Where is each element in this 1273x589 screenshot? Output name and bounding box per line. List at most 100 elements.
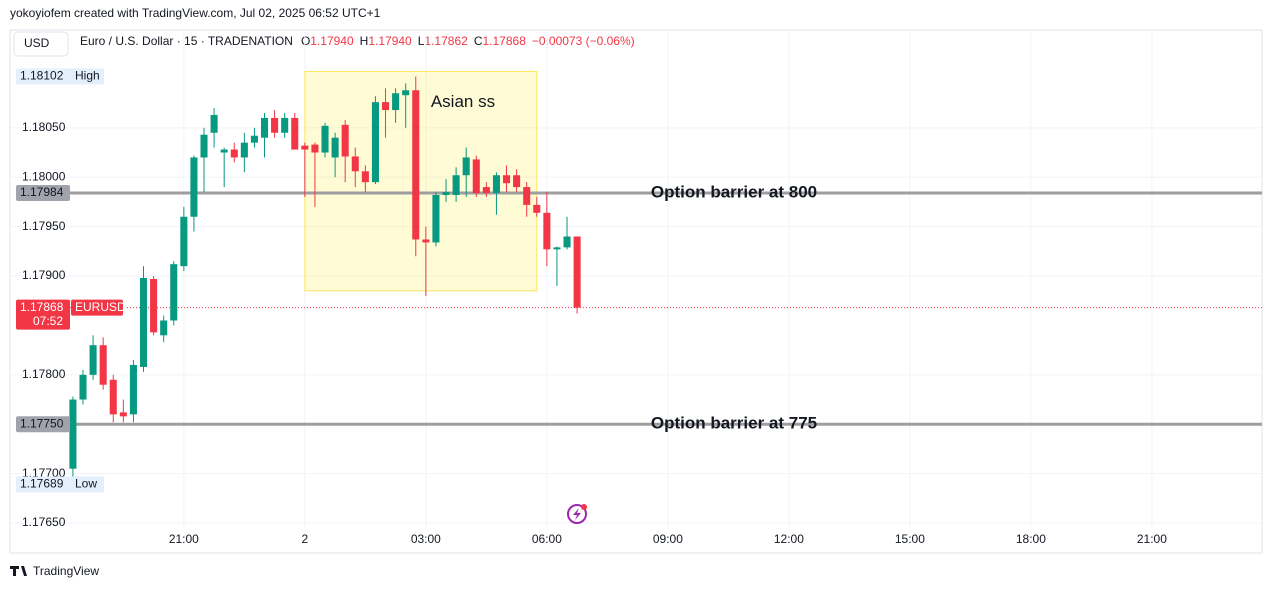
y-tick-label: 1.17700 (22, 466, 66, 480)
candle-body (553, 247, 561, 250)
session-box (304, 70, 538, 292)
candle-body (200, 134, 208, 158)
change: −0.00073 (−0.06%) (532, 34, 635, 48)
price-tag: Low (75, 477, 97, 491)
x-tick-label: 21:00 (169, 532, 199, 546)
candle-body (170, 264, 178, 321)
barrier-text: Option barrier at 800 (651, 183, 817, 202)
candle-body (210, 114, 218, 133)
ohlc-value: 1.17868 (482, 34, 526, 48)
candle-body (381, 102, 390, 111)
candle-body (321, 125, 329, 153)
candle-body (291, 117, 299, 150)
candle-body (442, 192, 450, 196)
x-tick-label: 21:00 (1137, 532, 1167, 546)
candle-body (190, 157, 198, 217)
candle-body (523, 187, 531, 205)
candle-body (99, 345, 107, 385)
barrier-label-bg (16, 185, 70, 202)
candle-body (301, 145, 309, 150)
candle-body (432, 195, 440, 243)
last-price-bg (16, 299, 70, 330)
barrier-label: 1.17984 (20, 185, 64, 199)
candle-body (250, 135, 258, 143)
x-tick-label: 12:00 (774, 532, 804, 546)
credit: yokoyiofem created with TradingView.com,… (10, 6, 381, 20)
ohlc-key: H (360, 34, 369, 48)
candle-body (260, 117, 269, 138)
y-tick-label: 1.17900 (22, 268, 66, 282)
barrier-text: Option barrier at 775 (651, 414, 817, 433)
candle-body (452, 175, 460, 196)
candle-body (150, 278, 158, 333)
barrier-label-bg (16, 416, 70, 433)
candle-body (311, 144, 319, 153)
price-label: 1.18102 (20, 69, 64, 83)
x-tick-label: 2 (302, 532, 309, 546)
candle-body (341, 124, 349, 157)
candle-body (271, 117, 279, 133)
candle-body (462, 157, 470, 176)
candle-body (422, 239, 430, 243)
candle-body (563, 236, 571, 248)
chart-frame (9, 29, 1263, 554)
candle-body (361, 171, 369, 183)
currency-button[interactable] (13, 31, 69, 57)
x-tick-label: 06:00 (532, 532, 562, 546)
barrier-label: 1.17750 (20, 416, 64, 430)
candle-body (502, 175, 511, 184)
candle-body (160, 320, 168, 336)
candle-body (240, 142, 248, 158)
candle-body (492, 175, 500, 194)
symbol: Euro / U.S. Dollar · 15 · TRADENATION (80, 34, 293, 48)
y-tick-label: 1.18000 (22, 169, 66, 183)
x-tick-label: 03:00 (411, 532, 441, 546)
ohlc-key: O (301, 34, 310, 48)
candle-body (129, 364, 137, 415)
candle-body (472, 159, 480, 194)
countdown: 07:52 (33, 314, 63, 328)
y-tick-label: 1.18050 (22, 120, 66, 134)
last-price-tag: EURUSD (75, 300, 126, 314)
candle-body (139, 278, 148, 367)
ohlc-value: 1.17862 (424, 34, 468, 48)
candle-body (573, 236, 581, 308)
candle-body (392, 93, 400, 111)
candle-body (281, 117, 289, 133)
candle-body (351, 156, 359, 172)
price-label-bg (16, 68, 104, 85)
y-tick-label: 1.17650 (22, 515, 66, 529)
alert-bolt (573, 508, 581, 520)
ohlc-key: L (418, 34, 425, 48)
brand: TradingView (33, 564, 99, 578)
candle-body (533, 204, 541, 213)
alert-dot (581, 504, 587, 510)
x-tick-label: 18:00 (1016, 532, 1046, 546)
candle-body (331, 137, 339, 158)
box-text: Asian ss (431, 92, 495, 111)
alert-icon[interactable] (567, 504, 587, 524)
candle-body (371, 102, 379, 183)
price-label-bg (16, 476, 104, 493)
legend: Euro / U.S. Dollar · 15 · TRADENATION O 1.… (80, 34, 635, 48)
x-tick-label: 09:00 (653, 532, 683, 546)
last-tag-bg (71, 299, 123, 316)
candle-body (482, 187, 490, 194)
last-price-label: 1.17868 (20, 300, 64, 314)
candle-body (230, 149, 238, 158)
price-tag: High (75, 69, 100, 83)
ohlc-key: C (474, 34, 483, 48)
candle-body (109, 379, 117, 415)
candle-body (69, 399, 77, 469)
currency-label[interactable]: USD (24, 36, 50, 50)
tv-logo (10, 566, 27, 576)
candle-body (412, 90, 420, 240)
y-tick-label: 1.17950 (22, 219, 66, 233)
y-tick-label: 1.17800 (22, 367, 66, 381)
price-label: 1.17689 (20, 477, 64, 491)
ohlc-value: 1.17940 (368, 34, 412, 48)
candle-body (543, 212, 551, 250)
candle-body (119, 412, 127, 417)
